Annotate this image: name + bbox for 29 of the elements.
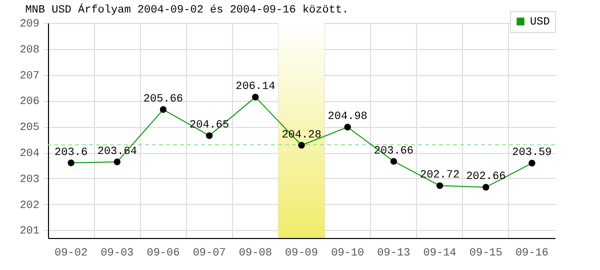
x-tick-label: 09-06: [146, 248, 180, 260]
x-tick-label: 09-10: [331, 248, 364, 260]
y-tick-label: 203: [20, 174, 40, 186]
y-tick-label: 206: [20, 96, 40, 108]
x-tick-label: 09-13: [377, 248, 410, 260]
data-label: 202.72: [420, 170, 460, 182]
chart-title: MNB USD Árfolyam 2004-09-02 és 2004-09-16 között.: [25, 2, 349, 16]
data-label: 203.6: [54, 146, 88, 159]
data-label: 204.98: [328, 111, 368, 124]
x-tick-label: 09-16: [515, 248, 548, 260]
x-tick-label: 09-08: [238, 248, 272, 260]
data-label: 202.66: [466, 171, 506, 184]
y-tick-label: 205: [20, 122, 40, 134]
legend-label: USD: [530, 16, 550, 28]
data-label: 205.66: [143, 94, 184, 106]
y-tick-label: 209: [20, 18, 40, 30]
x-tick-label: 09-02: [54, 248, 88, 260]
x-tick-label: 09-15: [469, 248, 502, 260]
y-tick-label: 201: [20, 226, 40, 238]
y-tick-label: 204: [20, 148, 40, 160]
y-tick-label: 207: [20, 70, 40, 82]
x-tick-label: 09-14: [423, 248, 457, 260]
y-tick-label: 202: [20, 200, 40, 212]
y-tick-label: 208: [20, 44, 40, 56]
x-tick-label: 09-09: [284, 248, 318, 260]
x-tick-label: 09-03: [100, 248, 134, 260]
data-label: 203.59: [512, 147, 552, 160]
x-tick-label: 09-07: [192, 248, 226, 260]
data-label: 206.14: [236, 81, 276, 94]
